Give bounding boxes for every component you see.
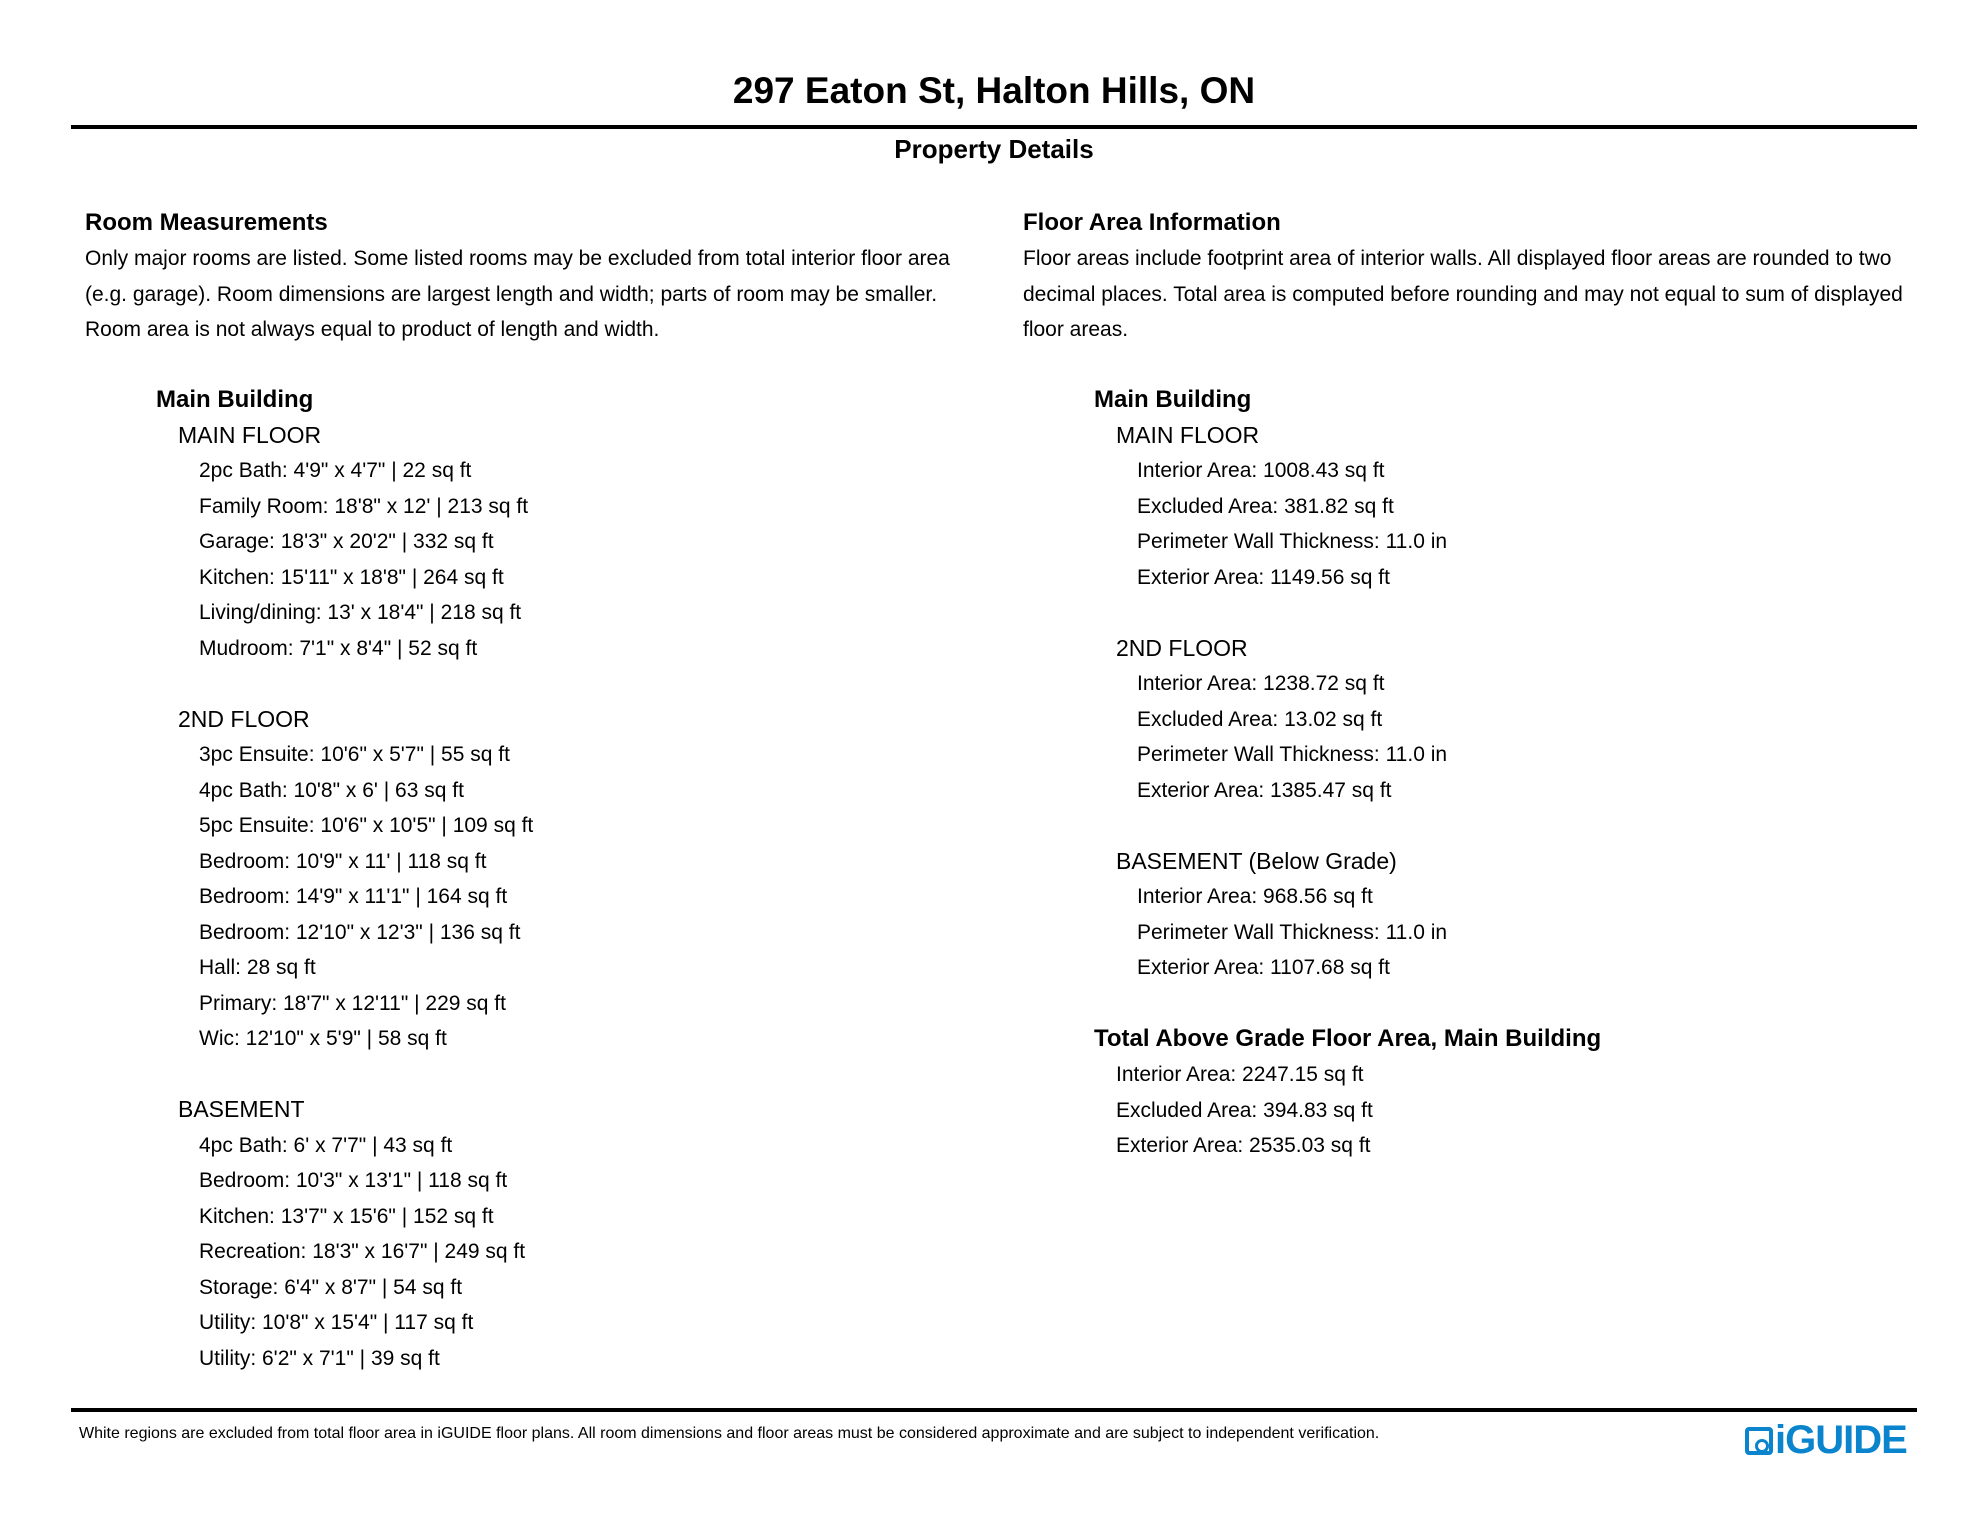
building-heading: Main Building xyxy=(156,385,314,413)
list-item: Excluded Area: 381.82 sq ft xyxy=(1137,494,1394,518)
list-item: Perimeter Wall Thickness: 11.0 in xyxy=(1137,743,1448,766)
footer-divider xyxy=(71,1408,1917,1412)
floor-heading: BASEMENT xyxy=(178,1096,305,1122)
list-item: 4pc Bath: 6' x 7'7" | 43 sq ft xyxy=(199,1133,453,1157)
total-area-list: Interior Area: 2247.15 sq ft Excluded Are… xyxy=(1023,1057,1933,1164)
list-item: Family Room: 18'8" x 12' | 213 sq ft xyxy=(199,494,529,518)
list-item: Utility: 10'8" x 15'4" | 117 sq ft xyxy=(199,1311,474,1334)
building-heading: Main Building xyxy=(1094,385,1252,413)
list-item: 3pc Ensuite: 10'6" x 5'7" | 55 sq ft xyxy=(199,743,510,766)
footer-note: White regions are excluded from total fl… xyxy=(79,1425,1380,1442)
list-item: Bedroom: 14'9" x 11'1" | 164 sq ft xyxy=(199,885,508,908)
title-divider xyxy=(71,125,1917,129)
list-item: Perimeter Wall Thickness: 11.0 in xyxy=(1137,920,1448,944)
list-item: Recreation: 18'3" x 16'7" | 249 sq ft xyxy=(199,1240,526,1263)
list-item: Exterior Area: 1385.47 sq ft xyxy=(1137,778,1392,802)
list-item: Interior Area: 968.56 sq ft xyxy=(1137,885,1373,908)
list-item: Kitchen: 15'11" x 18'8" | 264 sq ft xyxy=(199,565,504,589)
logo-text: iGUIDE xyxy=(1775,1418,1908,1462)
list-item: Excluded Area: 394.83 sq ft xyxy=(1116,1098,1373,1122)
description-line: (e.g. garage). Room dimensions are large… xyxy=(85,282,938,306)
camera-icon xyxy=(1745,1426,1773,1455)
list-item: Exterior Area: 1149.56 sq ft xyxy=(1137,565,1390,589)
list-item: Bedroom: 12'10" x 12'3" | 136 sq ft xyxy=(199,920,521,944)
page-title: 297 Eaton St, Halton Hills, ON xyxy=(732,70,1256,111)
description-line: Room area is not always equal to product… xyxy=(85,318,660,341)
floor-heading: MAIN FLOOR xyxy=(178,421,322,448)
list-item: Mudroom: 7'1" x 8'4" | 52 sq ft xyxy=(199,636,478,660)
list-item: Primary: 18'7" x 12'11" | 229 sq ft xyxy=(199,991,506,1015)
floor-heading: MAIN FLOOR xyxy=(1116,421,1260,448)
floor-heading: BASEMENT (Below Grade) xyxy=(1116,847,1397,874)
total-area-heading: Total Above Grade Floor Area, Main Build… xyxy=(1094,1025,1602,1052)
list-item: Storage: 6'4" x 8'7" | 54 sq ft xyxy=(199,1275,463,1299)
section-heading: Floor Area Information xyxy=(1023,209,1281,236)
list-item: Kitchen: 13'7" x 15'6" | 152 sq ft xyxy=(199,1204,494,1228)
list-item: Interior Area: 2247.15 sq ft xyxy=(1116,1063,1364,1086)
list-item: Wic: 12'10" x 5'9" | 58 sq ft xyxy=(199,1027,447,1050)
list-item: 2pc Bath: 4'9" x 4'7" | 22 sq ft xyxy=(199,459,472,482)
list-item: Interior Area: 1238.72 sq ft xyxy=(1137,672,1385,695)
list-item: Exterior Area: 2535.03 sq ft xyxy=(1116,1134,1371,1157)
list-item: Interior Area: 1008.43 sq ft xyxy=(1137,459,1385,482)
description-line: floor areas. xyxy=(1023,318,1129,341)
list-item: Living/dining: 13' x 18'4" | 218 sq ft xyxy=(199,601,522,624)
list-item: Bedroom: 10'9" x 11' | 118 sq ft xyxy=(199,849,487,873)
floor-heading: 2ND FLOOR xyxy=(178,705,310,732)
description-line: Only major rooms are listed. Some listed… xyxy=(85,247,950,270)
list-item: Bedroom: 10'3" x 13'1" | 118 sq ft xyxy=(199,1169,508,1192)
room-measurements-section: Room Measurements Only major rooms are l… xyxy=(85,205,995,1376)
list-item: Garage: 18'3" x 20'2" | 332 sq ft xyxy=(199,530,494,553)
list-item: Hall: 28 sq ft xyxy=(199,956,316,979)
section-description: Only major rooms are listed. Some listed… xyxy=(85,241,995,348)
description-line: Floor areas include footprint area of in… xyxy=(1023,247,1892,270)
list-item: 5pc Ensuite: 10'6" x 10'5" | 109 sq ft xyxy=(199,814,534,837)
room-floors-list: MAIN FLOOR 2pc Bath: 4'9" x 4'7" | 22 sq … xyxy=(85,418,995,1377)
floor-area-section: Floor Area Information Floor areas inclu… xyxy=(1023,205,1933,1164)
floor-heading: 2ND FLOOR xyxy=(1116,634,1248,661)
page-subtitle: Property Details xyxy=(894,134,1094,164)
list-item: Excluded Area: 13.02 sq ft xyxy=(1137,707,1383,731)
section-heading: Room Measurements xyxy=(85,209,328,236)
description-line: decimal places. Total area is computed b… xyxy=(1023,282,1903,306)
area-floors-list: MAIN FLOOR Interior Area: 1008.43 sq ft Ex… xyxy=(1023,418,1933,986)
list-item: Perimeter Wall Thickness: 11.0 in xyxy=(1137,530,1448,553)
iguide-logo: iGUIDE xyxy=(1745,1418,1908,1463)
list-item: Exterior Area: 1107.68 sq ft xyxy=(1137,956,1390,979)
section-description: Floor areas include footprint area of in… xyxy=(1023,241,1933,348)
list-item: 4pc Bath: 10'8" x 6' | 63 sq ft xyxy=(199,778,464,802)
list-item: Utility: 6'2" x 7'1" | 39 sq ft xyxy=(199,1346,440,1370)
